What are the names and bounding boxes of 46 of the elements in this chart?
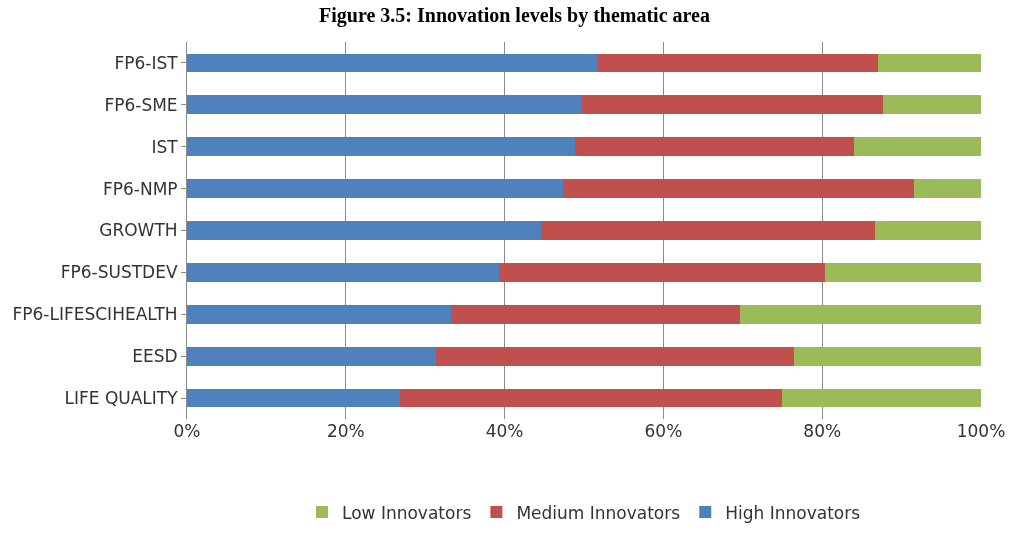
bar xyxy=(435,346,795,366)
bar xyxy=(450,304,740,324)
y-tick-label: LIFE QUALITY xyxy=(64,388,179,409)
bar xyxy=(874,221,981,240)
y-tick-label: FP6-SUSTDEV xyxy=(60,262,178,283)
chart-title: Figure 3.5: Innovation levels by thematic area xyxy=(319,4,710,28)
bar xyxy=(187,53,599,73)
x-tick-label: 60% xyxy=(644,421,683,441)
bar xyxy=(562,179,914,199)
bar xyxy=(499,262,825,282)
x-tick-label: 80% xyxy=(803,421,842,441)
bar xyxy=(541,221,875,240)
x-tick-label: 100% xyxy=(956,421,1006,441)
y-tick-label: FP6-NMP xyxy=(102,178,178,199)
bar xyxy=(187,304,451,324)
y-tick-label: FP6-SME xyxy=(104,94,178,115)
bar xyxy=(187,388,400,408)
bar xyxy=(739,304,981,324)
bar xyxy=(187,221,542,240)
legend-label: Medium Innovators xyxy=(516,502,681,523)
bar xyxy=(187,137,576,157)
bar xyxy=(187,262,500,282)
legend-label: Low Innovators xyxy=(342,502,472,523)
bar xyxy=(582,95,884,115)
bar xyxy=(598,53,878,73)
x-tick-label: 20% xyxy=(326,421,365,441)
bar xyxy=(883,95,981,115)
bar xyxy=(399,388,782,408)
bar xyxy=(794,346,981,366)
bar xyxy=(913,179,981,199)
x-tick-label: 40% xyxy=(485,421,524,441)
bar xyxy=(877,53,981,73)
y-tick-label: FP6-LIFESCIHEALTH xyxy=(12,304,178,325)
bar xyxy=(187,179,563,199)
bar xyxy=(781,388,981,408)
y-tick-label: FP6-IST xyxy=(114,52,179,73)
y-tick-label: EESD xyxy=(132,346,178,367)
y-tick-label: IST xyxy=(151,136,179,157)
bar xyxy=(575,137,854,157)
x-tick-label: 0% xyxy=(173,421,201,441)
bar xyxy=(824,262,981,282)
bar xyxy=(187,95,583,115)
legend-label: High Innovators xyxy=(725,502,861,523)
bar xyxy=(187,346,436,366)
bar xyxy=(853,137,981,157)
y-tick-label: GROWTH xyxy=(99,220,178,241)
